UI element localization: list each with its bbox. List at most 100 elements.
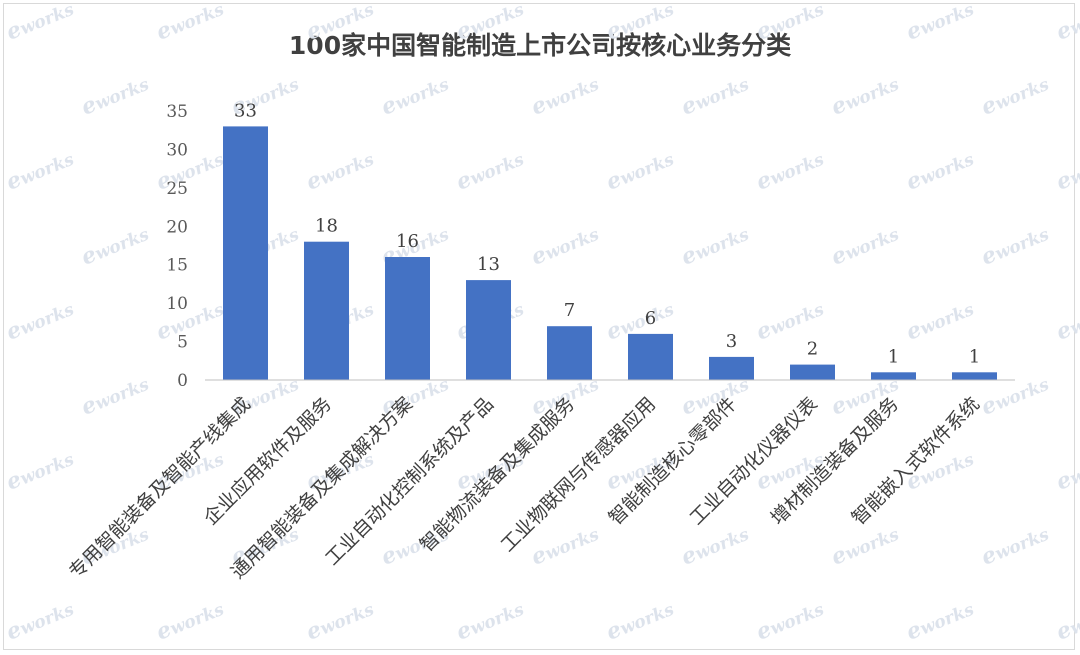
watermark-layer: eworks eworks eworks eworks eworks eworks ewor… xyxy=(3,0,1080,646)
watermark-word: works xyxy=(692,225,752,265)
watermark-word: works xyxy=(392,75,452,115)
watermark-logo-60: eworks xyxy=(678,520,753,571)
watermark-logo-1: eworks xyxy=(153,0,228,46)
watermark-word: works xyxy=(17,450,77,490)
bar-7 xyxy=(790,364,835,380)
watermark-logo-5: eworks xyxy=(753,0,828,46)
watermark-word: works xyxy=(767,300,827,340)
watermark-word: works xyxy=(167,0,227,39)
watermark-logo-64: eworks xyxy=(3,595,78,646)
watermark-word: works xyxy=(542,525,602,565)
watermark-logo-14: eworks xyxy=(978,70,1053,121)
watermark-word: works xyxy=(917,600,977,640)
watermark-logo-68: eworks xyxy=(603,595,678,646)
watermark-word: works xyxy=(692,525,752,565)
bar-8 xyxy=(871,372,916,380)
watermark-word: works xyxy=(617,0,677,39)
y-tick-label-2: 10 xyxy=(166,294,188,314)
watermark-word: works xyxy=(17,300,77,340)
watermark-logo-27: eworks xyxy=(528,220,603,271)
bar-1 xyxy=(304,241,349,380)
bar-9 xyxy=(952,372,997,380)
watermark-word: works xyxy=(542,75,602,115)
data-label-2: 16 xyxy=(396,231,419,252)
watermark-word: works xyxy=(767,0,827,39)
watermark-logo-7: eworks xyxy=(1053,0,1080,46)
watermark-logo-30: eworks xyxy=(978,220,1053,271)
watermark-word: works xyxy=(167,600,227,640)
watermark-word: works xyxy=(92,225,152,265)
watermark-word: works xyxy=(542,225,602,265)
data-label-group: 33 18 16 13 7 6 3 2 1 1 xyxy=(234,100,980,367)
watermark-word: works xyxy=(317,600,377,640)
watermark-logo-29: eworks xyxy=(828,220,903,271)
watermark-logo-71: eworks xyxy=(1053,595,1080,646)
data-label-0: 33 xyxy=(234,100,257,121)
watermark-logo-40: eworks xyxy=(78,370,153,421)
watermark-logo-38: eworks xyxy=(903,295,978,346)
data-label-5: 6 xyxy=(645,308,656,329)
watermark-logo-69: eworks xyxy=(753,595,828,646)
bar-3 xyxy=(466,280,511,380)
y-tick-label-3: 15 xyxy=(166,256,188,276)
watermark-word: works xyxy=(317,0,377,39)
watermark-logo-62: eworks xyxy=(978,520,1053,571)
bar-0 xyxy=(223,126,268,381)
watermark-word: works xyxy=(992,375,1052,415)
watermark-logo-17: eworks xyxy=(153,145,228,196)
watermark-word: works xyxy=(467,150,527,190)
watermark-word: works xyxy=(992,75,1052,115)
watermark-logo-0: eworks xyxy=(3,0,78,46)
watermark-word: works xyxy=(992,225,1052,265)
data-label-6: 3 xyxy=(726,331,737,352)
chart-title: 100家中国智能制造上市公司按核心业务分类 xyxy=(288,31,792,60)
watermark-word: works xyxy=(617,600,677,640)
watermark-logo-20: eworks xyxy=(603,145,678,196)
watermark-word: works xyxy=(692,75,752,115)
watermark-word: works xyxy=(317,150,377,190)
watermark-word: works xyxy=(917,300,977,340)
watermark-logo-22: eworks xyxy=(903,145,978,196)
watermark-word: works xyxy=(467,600,527,640)
watermark-logo-70: eworks xyxy=(903,595,978,646)
watermark-word: works xyxy=(92,375,152,415)
watermark-logo-16: eworks xyxy=(3,145,78,196)
watermark-word: works xyxy=(767,150,827,190)
watermark-logo-61: eworks xyxy=(828,520,903,571)
data-label-3: 13 xyxy=(477,254,500,275)
y-tick-label-1: 5 xyxy=(177,333,188,353)
y-tick-label-4: 20 xyxy=(166,217,188,237)
watermark-logo-39: eworks xyxy=(1053,295,1080,346)
bar-2 xyxy=(385,257,430,380)
watermark-logo-55: eworks xyxy=(1053,445,1080,496)
watermark-logo-66: eworks xyxy=(303,595,378,646)
watermark-logo-6: eworks xyxy=(903,0,978,46)
watermark-logo-21: eworks xyxy=(753,145,828,196)
watermark-logo-32: eworks xyxy=(3,295,78,346)
watermark-logo-12: eworks xyxy=(678,70,753,121)
bar-6 xyxy=(709,356,754,380)
watermark-logo-8: eworks xyxy=(78,70,153,121)
x-tick-label-4: 智能物流装备及集成服务 xyxy=(416,393,579,556)
watermark-logo-4: eworks xyxy=(603,0,678,46)
watermark-logo-24: eworks xyxy=(78,220,153,271)
y-tick-label-7: 35 xyxy=(166,102,188,122)
watermark-logo-67: eworks xyxy=(453,595,528,646)
watermark-logo-18: eworks xyxy=(303,145,378,196)
watermark-logo-2: eworks xyxy=(303,0,378,46)
watermark-word: works xyxy=(92,75,152,115)
y-tick-label-0: 0 xyxy=(177,371,188,391)
watermark-logo-48: eworks xyxy=(3,445,78,496)
watermark-logo-19: eworks xyxy=(453,145,528,196)
watermark-logo-11: eworks xyxy=(528,70,603,121)
bar-4 xyxy=(547,326,592,380)
watermark-word: works xyxy=(617,150,677,190)
watermark-logo-65: eworks xyxy=(153,595,228,646)
y-tick-label-6: 30 xyxy=(166,140,188,160)
watermark-logo-33: eworks xyxy=(153,295,228,346)
watermark-word: works xyxy=(917,0,977,39)
data-label-4: 7 xyxy=(564,300,575,321)
y-tick-group: 0 5 10 15 20 25 30 35 xyxy=(166,102,188,391)
